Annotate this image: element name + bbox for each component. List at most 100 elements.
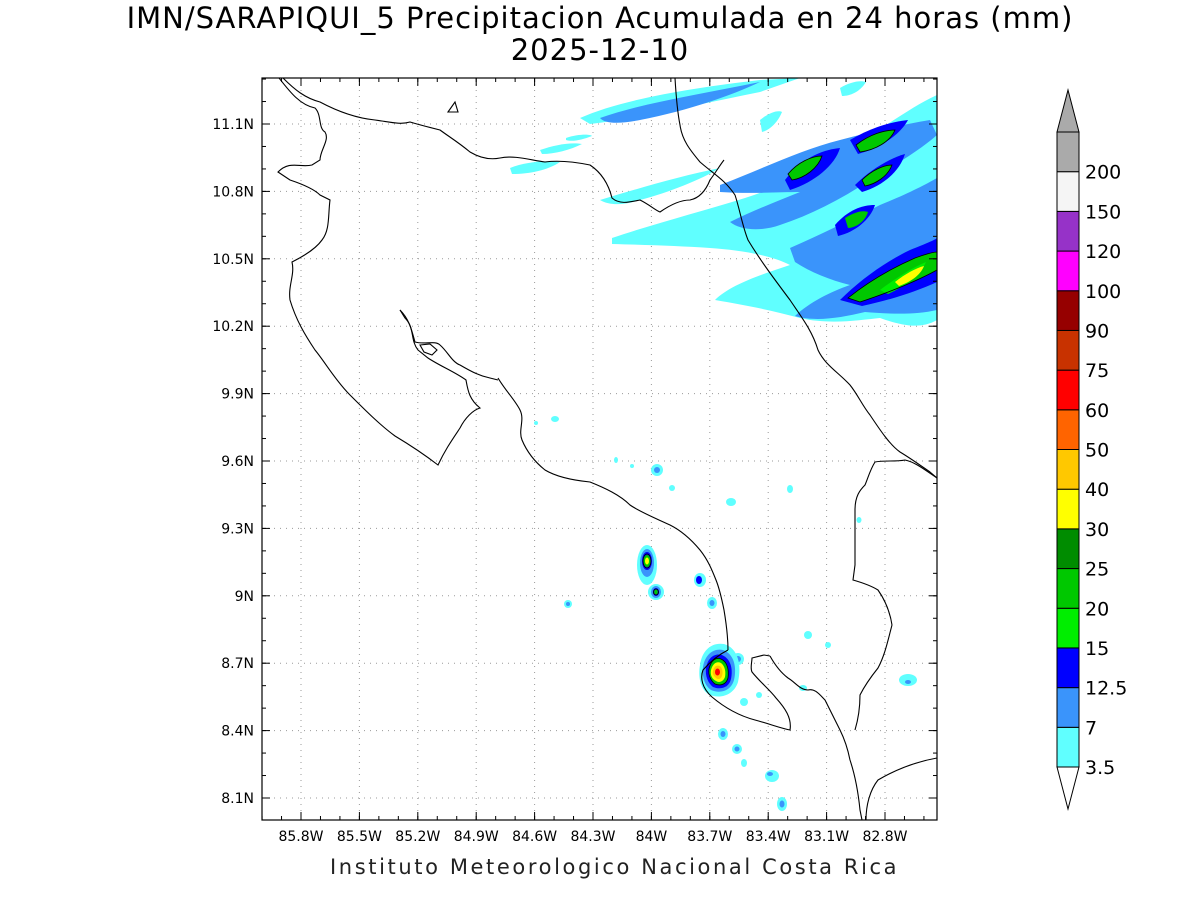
islet bbox=[446, 100, 459, 113]
colorbar-label: 3.5 bbox=[1085, 757, 1115, 779]
nicaragua-lake bbox=[282, 78, 725, 213]
precip-light bbox=[856, 517, 862, 523]
axis-ticks bbox=[261, 78, 937, 820]
contour-line bbox=[653, 588, 659, 596]
longitude-labels: 85.8W 85.5W 85.2W 84.9W 84.6W 84.3W 84W 83.7W 83… bbox=[278, 829, 907, 845]
precip-yellow bbox=[645, 557, 649, 565]
precip-light bbox=[741, 759, 747, 767]
precip-moderate bbox=[767, 772, 773, 776]
lat-label: 8.4N bbox=[221, 724, 254, 740]
precip-light bbox=[825, 642, 831, 648]
precip-light bbox=[669, 485, 675, 491]
golfo-dulce bbox=[769, 655, 863, 820]
caribbean-coast bbox=[674, 78, 937, 479]
precip-light bbox=[600, 168, 720, 205]
colorbar-swatch bbox=[1056, 528, 1080, 570]
lat-label: 11.1N bbox=[212, 117, 254, 133]
coastlines bbox=[277, 78, 937, 820]
lat-label: 10.8N bbox=[212, 184, 254, 200]
colorbar-label: 60 bbox=[1085, 400, 1109, 422]
lat-label: 8.1N bbox=[221, 791, 254, 807]
precip-moderate bbox=[709, 600, 715, 606]
latitude-labels: 11.1N 10.8N 10.5N 10.2N 9.9N 9.6N 9.3N 9N 8.7N 8.… bbox=[212, 117, 254, 807]
colorbar-label: 12.5 bbox=[1085, 678, 1127, 700]
precip-light bbox=[756, 692, 762, 698]
colorbar-swatch bbox=[1056, 488, 1080, 530]
precip-yellow bbox=[895, 266, 924, 286]
colorbar-label: 25 bbox=[1085, 559, 1109, 581]
lat-label: 10.2N bbox=[212, 319, 254, 335]
colorbar-swatch bbox=[1056, 726, 1080, 768]
colorbar-swatch bbox=[1056, 290, 1080, 331]
lon-label: 84W bbox=[636, 829, 668, 845]
bocas-coast bbox=[852, 459, 937, 626]
peninsula-coast bbox=[399, 309, 499, 381]
lon-label: 83.7W bbox=[687, 829, 732, 845]
precip-green bbox=[862, 165, 892, 186]
lat-label: 9N bbox=[235, 589, 254, 605]
precip-moderate bbox=[779, 800, 785, 808]
lon-label: 83.1W bbox=[804, 829, 849, 845]
colorbar-label: 75 bbox=[1085, 360, 1109, 382]
precip-green bbox=[856, 130, 895, 152]
lon-label: 82.8W bbox=[862, 829, 907, 845]
precip-moderate bbox=[720, 120, 937, 230]
colorbar-label: 50 bbox=[1085, 440, 1109, 462]
precip-green bbox=[845, 211, 868, 228]
contour-line bbox=[708, 658, 729, 686]
precip-light bbox=[614, 457, 618, 463]
footer-credit: Instituto Meteorologico Nacional Costa R… bbox=[330, 855, 900, 879]
precip-light bbox=[566, 134, 592, 141]
colorbar-swatch bbox=[1056, 449, 1080, 490]
precip-moderate bbox=[905, 680, 911, 684]
precip-light bbox=[787, 485, 793, 493]
precip-light bbox=[760, 111, 782, 132]
colorbar-swatch bbox=[1056, 409, 1080, 450]
colorbar-label: 150 bbox=[1085, 201, 1121, 223]
precip-ne-band bbox=[510, 78, 937, 326]
colorbar-label: 40 bbox=[1085, 479, 1109, 501]
precip-light bbox=[804, 631, 812, 639]
lon-label: 84.9W bbox=[454, 829, 499, 845]
lat-label: 9.9N bbox=[221, 387, 254, 403]
colorbar-swatch bbox=[1056, 250, 1080, 292]
map-title: IMN/SARAPIQUI_5 Precipitacion Acumulada … bbox=[126, 1, 1074, 35]
precip-moderate bbox=[654, 467, 660, 473]
precip-light bbox=[740, 698, 748, 706]
colorbar-swatch bbox=[1056, 329, 1080, 371]
lon-label: 85.8W bbox=[278, 829, 323, 845]
lat-label: 10.5N bbox=[212, 252, 254, 268]
colorbar-swatch bbox=[1056, 210, 1080, 252]
precip-heavy bbox=[696, 576, 702, 584]
precip-moderate bbox=[734, 746, 740, 752]
lon-label: 85.5W bbox=[337, 829, 382, 845]
nicoya-island bbox=[419, 343, 438, 356]
precip-moderate bbox=[600, 82, 760, 123]
precip-contours bbox=[642, 129, 937, 686]
colorbar-label: 15 bbox=[1085, 638, 1109, 660]
colorbar-label: 120 bbox=[1085, 241, 1121, 263]
lon-label: 84.6W bbox=[512, 829, 557, 845]
contour-line bbox=[861, 164, 893, 187]
contour-line bbox=[642, 553, 652, 569]
map-frame bbox=[261, 77, 938, 821]
precip-light bbox=[765, 770, 779, 782]
colorbar-swatch bbox=[1056, 369, 1080, 411]
contour-line bbox=[855, 129, 896, 153]
lon-label: 85.2W bbox=[395, 829, 440, 845]
colorbar-swatch bbox=[1056, 687, 1080, 728]
precip-moderate bbox=[720, 731, 726, 737]
panama-coast bbox=[854, 624, 893, 731]
lon-label: 83.4W bbox=[746, 829, 791, 845]
precip-light bbox=[726, 498, 736, 506]
precip-south-cells bbox=[534, 416, 917, 811]
precip-red bbox=[715, 668, 720, 676]
lon-label: 84.3W bbox=[570, 829, 615, 845]
osa-peninsula bbox=[701, 649, 791, 731]
map-date: 2025-12-10 bbox=[510, 33, 690, 67]
colorbar-swatch bbox=[1056, 568, 1080, 609]
colorbar-label: 90 bbox=[1085, 320, 1109, 342]
colorbar-label: 100 bbox=[1085, 281, 1121, 303]
lat-label: 9.3N bbox=[221, 521, 254, 537]
